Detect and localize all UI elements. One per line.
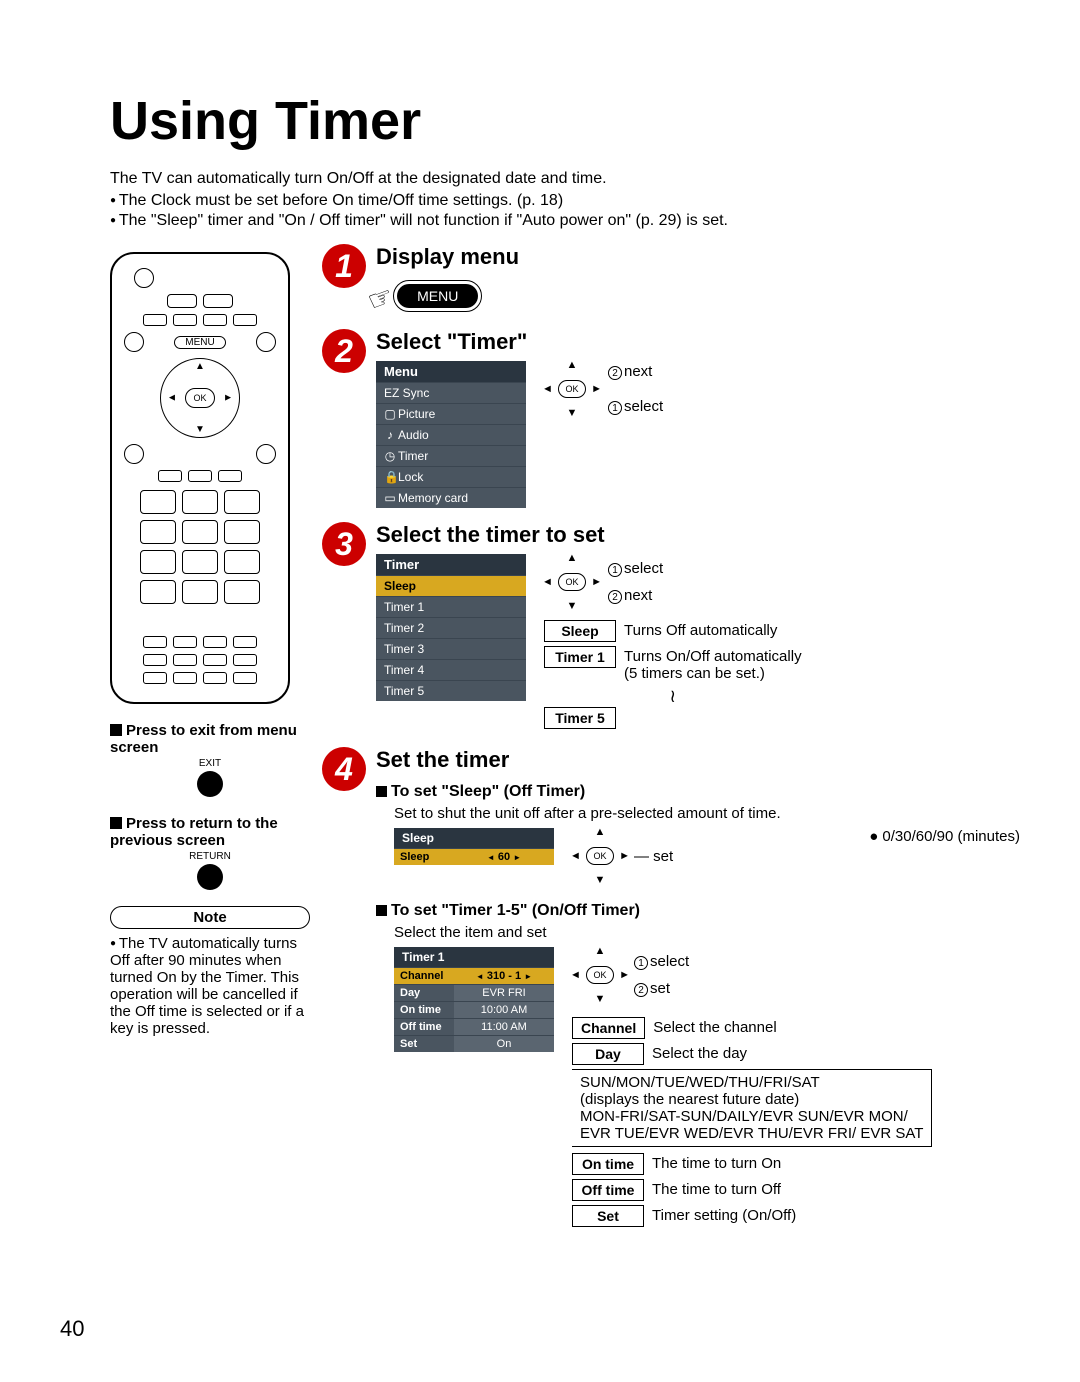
- dpad-ring[interactable]: ▲ ▼ ◄ ► OK: [160, 358, 240, 438]
- menu-item[interactable]: Timer 5: [376, 680, 526, 701]
- main-menu-osd: Menu EZ Sync ▢Picture ♪Audio ◷Timer 🔒Loc…: [376, 361, 526, 508]
- ok-button[interactable]: OK: [185, 388, 215, 408]
- step-4-title: Set the timer: [376, 747, 1020, 773]
- intro-bullet-1: The Clock must be set before On time/Off…: [110, 192, 1020, 210]
- menu-item[interactable]: 🔒Lock: [376, 466, 526, 487]
- sleep-subheading: To set "Sleep" (Off Timer): [376, 783, 1020, 801]
- timer1-osd: Timer 1 Channel◄ 310 - 1 ► DayEVR FRI On…: [394, 947, 554, 1052]
- exit-button[interactable]: [197, 771, 223, 797]
- sleep-label: Sleep: [544, 620, 616, 642]
- onoff-subheading: To set "Timer 1-5" (On/Off Timer): [376, 902, 1020, 920]
- menu-item[interactable]: Timer 2: [376, 617, 526, 638]
- power-icon: [134, 268, 154, 288]
- intro-text: The TV can automatically turn On/Off at …: [110, 170, 1020, 188]
- note-label: Note: [110, 906, 310, 929]
- ok-dpad[interactable]: ▲▼◄► OK: [544, 361, 600, 417]
- page-title: Using Timer: [110, 90, 1020, 152]
- page-number: 40: [60, 1316, 84, 1342]
- day-options: SUN/MON/TUE/WED/THU/FRI/SAT (displays th…: [572, 1069, 932, 1147]
- step-1-num: 1: [322, 244, 366, 288]
- ok-dpad[interactable]: ▲▼◄► OK: [572, 828, 628, 884]
- menu-item[interactable]: Timer 1: [376, 596, 526, 617]
- menu-item[interactable]: ♪Audio: [376, 424, 526, 445]
- return-button[interactable]: [197, 864, 223, 890]
- sleep-osd: Sleep Sleep ◄ 60 ►: [394, 828, 554, 865]
- channel-label: Channel: [572, 1017, 645, 1039]
- menu-item[interactable]: Timer 3: [376, 638, 526, 659]
- menu-button-label[interactable]: MENU: [174, 336, 225, 349]
- ok-dpad[interactable]: ▲▼◄► OK: [572, 947, 628, 1003]
- exit-label: EXIT: [110, 758, 310, 769]
- timer1-label: Timer 1: [544, 646, 616, 668]
- step-2-num: 2: [322, 329, 366, 373]
- remote-control: MENU ▲ ▼ ◄ ► OK: [110, 252, 290, 704]
- timer-menu-osd: Timer Sleep Timer 1 Timer 2 Timer 3 Time…: [376, 554, 526, 701]
- ontime-label: On time: [572, 1153, 644, 1175]
- return-label: RETURN: [110, 851, 310, 862]
- menu-item[interactable]: ◷Timer: [376, 445, 526, 466]
- step-4-num: 4: [322, 747, 366, 791]
- menu-item[interactable]: EZ Sync: [376, 382, 526, 403]
- menu-osd-button[interactable]: MENU: [397, 284, 478, 308]
- intro-bullet-2: The "Sleep" timer and "On / Off timer" w…: [110, 212, 1020, 230]
- timer5-label: Timer 5: [544, 707, 616, 729]
- menu-item[interactable]: Sleep: [376, 575, 526, 596]
- offtime-label: Off time: [572, 1179, 644, 1201]
- menu-item[interactable]: ▢Picture: [376, 403, 526, 424]
- set-label: Set: [572, 1205, 644, 1227]
- step-1-title: Display menu: [376, 244, 1020, 270]
- menu-item[interactable]: ▭Memory card: [376, 487, 526, 508]
- menu-item[interactable]: Timer 4: [376, 659, 526, 680]
- note-text: The TV automatically turns Off after 90 …: [110, 935, 310, 1037]
- step-3-num: 3: [322, 522, 366, 566]
- return-heading: Press to return to the previous screen: [110, 815, 310, 849]
- day-label: Day: [572, 1043, 644, 1065]
- exit-heading: Press to exit from menu screen: [110, 722, 310, 756]
- wavy-icon: ≀: [544, 686, 802, 707]
- step-3-title: Select the timer to set: [376, 522, 1020, 548]
- step-2-title: Select "Timer": [376, 329, 1020, 355]
- ok-dpad[interactable]: ▲▼◄► OK: [544, 554, 600, 610]
